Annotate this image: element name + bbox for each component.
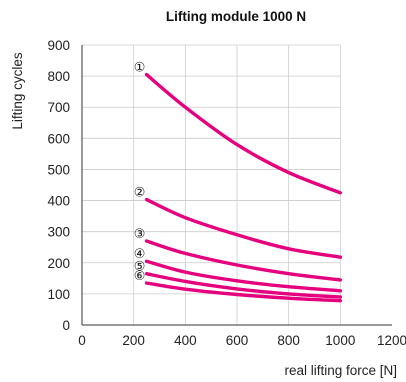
y-tick-label: 300 — [47, 225, 70, 240]
series-line-4 — [144, 259, 342, 293]
series-marker-6: ⑥ — [134, 269, 146, 284]
series-line-6 — [144, 281, 342, 303]
y-tick-label: 100 — [47, 287, 70, 302]
x-tick-labels: 0 200 400 600 800 1000 1200 — [78, 333, 406, 348]
x-axis-label: real lifting force [N] — [284, 363, 397, 378]
series-marker-5: ⑤ — [134, 260, 146, 275]
series-line-1 — [144, 72, 342, 195]
y-tick-label: 600 — [47, 131, 70, 146]
y-tick-label: 0 — [62, 318, 70, 333]
series-markers: ① ② ③ ④⑤⑥ — [134, 61, 146, 284]
series-line-2 — [144, 197, 342, 259]
series-line-3 — [144, 239, 342, 282]
y-tick-label: 500 — [47, 162, 70, 177]
series-lines — [144, 72, 342, 303]
y-tick-label: 400 — [47, 194, 70, 209]
grid — [82, 44, 341, 325]
x-tick-label: 0 — [78, 333, 86, 348]
x-tick-label: 1200 — [377, 333, 406, 348]
y-tick-label: 200 — [47, 256, 70, 271]
x-tick-label: 800 — [277, 333, 300, 348]
y-axis-label: Lifting cycles — [10, 52, 25, 130]
x-tick-label: 400 — [174, 333, 197, 348]
series-line-5 — [144, 272, 342, 299]
y-tick-labels: 0 100 200 300 400 500 600 700 800 900 — [47, 38, 70, 333]
x-tick-label: 600 — [226, 333, 249, 348]
x-tick-label: 1000 — [325, 333, 355, 348]
y-tick-label: 900 — [47, 38, 70, 53]
axes — [81, 45, 392, 326]
series-marker-4: ④ — [134, 247, 146, 262]
series-marker-2: ② — [134, 186, 146, 201]
x-tick-label: 200 — [122, 333, 145, 348]
series-marker-3: ③ — [134, 227, 146, 242]
chart-title: Lifting module 1000 N — [166, 9, 306, 24]
y-tick-label: 800 — [47, 69, 70, 84]
y-tick-label: 700 — [47, 100, 70, 115]
series-marker-1: ① — [134, 61, 146, 76]
